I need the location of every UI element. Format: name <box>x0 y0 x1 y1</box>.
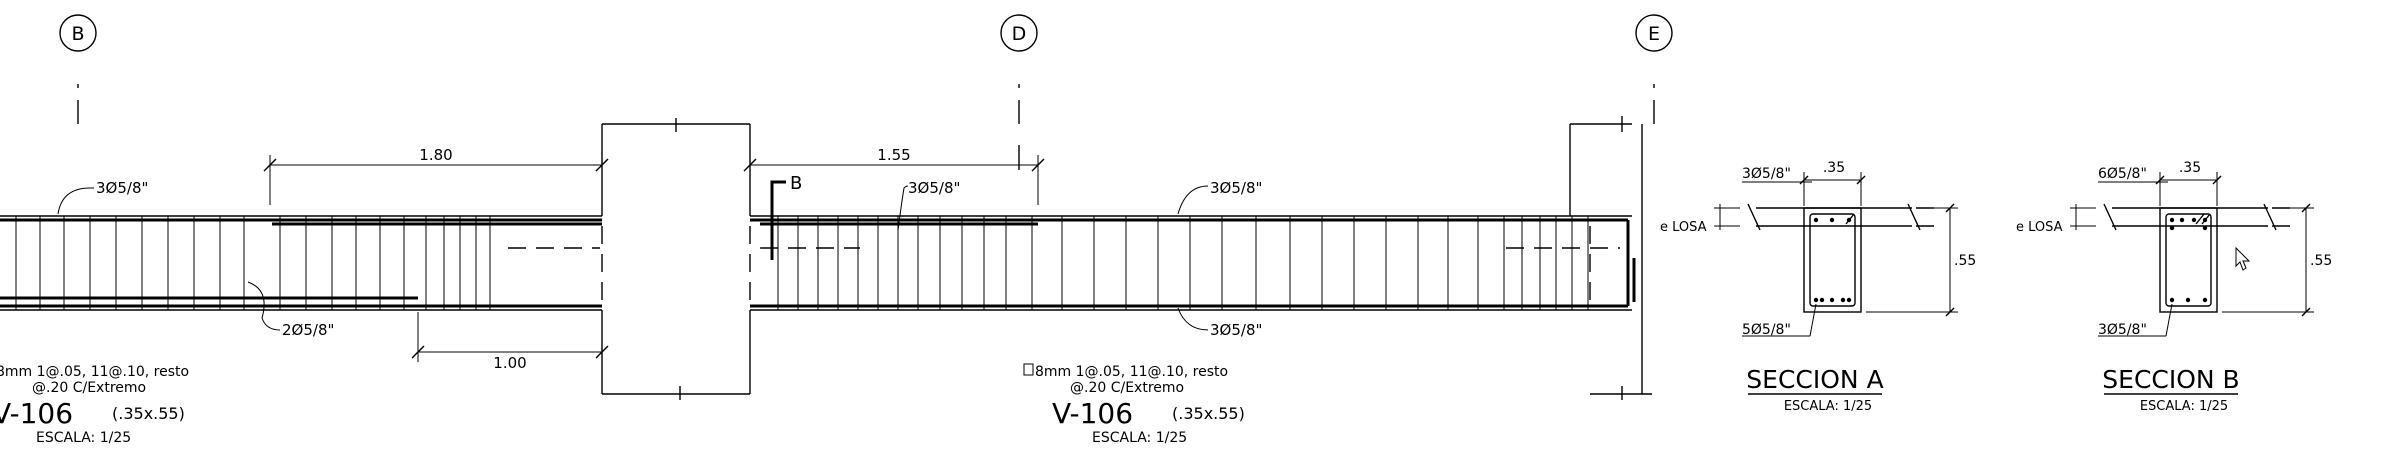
section-a-losa: e LOSA <box>1660 220 1707 235</box>
beam1-scale: ESCALA: 1/25 <box>36 430 131 446</box>
section-b-rebar-bottom: 3Ø5/8" <box>2098 322 2147 338</box>
section-a-scale: ESCALA: 1/25 <box>1784 399 1872 414</box>
column-left <box>601 118 751 400</box>
section-a: .35 .55 e LOSA 3Ø5/8" 5Ø5/8" SECCION A E… <box>1660 160 1976 414</box>
axis-d: D <box>1000 14 1038 170</box>
beam1-annotations: 1.80 1.00 3Ø5/8" 2Ø5/8" 8mm 1@.05, 11@.1… <box>0 146 609 446</box>
beam1-rebar-bottom: 2Ø5/8" <box>282 321 334 339</box>
beam2-section-marker: B <box>790 173 802 194</box>
section-b-scale: ESCALA: 1/25 <box>2140 399 2228 414</box>
beam1-size: (.35x.55) <box>112 404 185 423</box>
section-a-width: .35 <box>1823 160 1845 176</box>
beam2-rebar-top-left: 3Ø5/8" <box>908 179 960 197</box>
axis-b: B <box>59 14 97 124</box>
section-a-rebar-top: 3Ø5/8" <box>1742 166 1791 182</box>
section-b-rebar-top: 6Ø5/8" <box>2098 166 2147 182</box>
axis-e: E <box>1635 14 1673 124</box>
beam2-size: (.35x.55) <box>1172 404 1245 423</box>
section-b-height: .55 <box>2310 253 2332 269</box>
beam1-dim-top: 1.80 <box>419 146 452 164</box>
section-a-height: .55 <box>1954 253 1976 269</box>
beam2-rebar-bottom: 3Ø5/8" <box>1210 321 1262 339</box>
beam2-annotations: 1.55 B 3Ø5/8" 3Ø5/8" 3Ø5/8" 8mm 1@.05, 1… <box>743 146 1262 446</box>
axis-d-label: D <box>1012 23 1027 45</box>
section-b-losa: e LOSA <box>2016 220 2063 235</box>
section-a-rebar-bottom: 5Ø5/8" <box>1742 322 1791 338</box>
section-b-width: .35 <box>2179 160 2201 176</box>
beam2-dim-top: 1.55 <box>877 146 910 164</box>
beam1-stirrup-spacing: @.20 C/Extremo <box>32 380 146 396</box>
beam1-dim-bottom: 1.00 <box>493 354 526 372</box>
axis-e-label: E <box>1648 23 1660 45</box>
axis-b-label: B <box>71 23 84 45</box>
beam1-stirrup-spec: 8mm 1@.05, 11@.10, resto <box>0 364 189 380</box>
beam2-stirrup-spec: 8mm 1@.05, 11@.10, resto <box>1035 364 1228 380</box>
mouse-cursor-icon <box>2235 246 2251 271</box>
beam2-name: V-106 <box>1052 397 1133 430</box>
section-b-title: SECCION B <box>2102 365 2239 394</box>
beam-elevation <box>0 215 1636 311</box>
section-a-title: SECCION A <box>1746 365 1883 394</box>
stirrups <box>15 216 1589 310</box>
beam2-scale: ESCALA: 1/25 <box>1092 430 1187 446</box>
beam1-name: V-106 <box>0 397 73 430</box>
beam1-rebar-top: 3Ø5/8" <box>96 179 148 197</box>
section-b: .35 .55 e LOSA 6Ø5/8" 3Ø5/8" SECCION B E… <box>2016 160 2332 414</box>
column-right <box>1569 116 1652 400</box>
beam2-stirrup-spacing: @.20 C/Extremo <box>1070 380 1184 396</box>
beam2-rebar-top-right: 3Ø5/8" <box>1210 179 1262 197</box>
